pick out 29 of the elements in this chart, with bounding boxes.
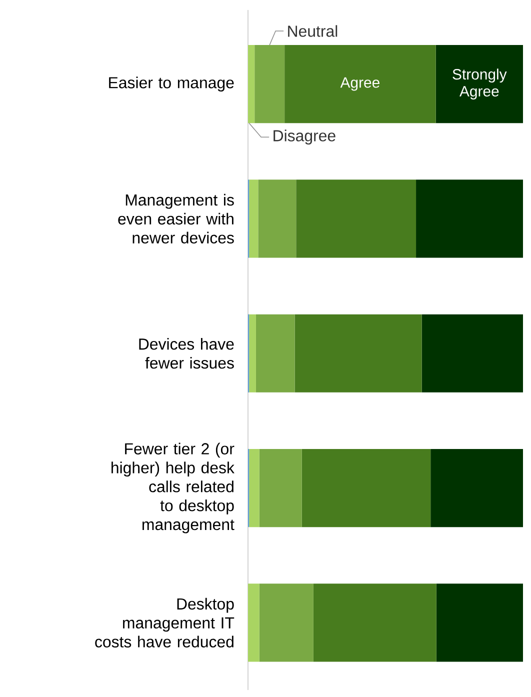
bar	[249, 314, 256, 392]
bar	[259, 584, 314, 662]
y-tick-label: Devices have fewer issues	[139, 338, 234, 369]
y-tick-label: Desktop management IT costs have reduced	[95, 598, 234, 648]
y-tick-label: Management is even easier with newer devices	[118, 194, 234, 244]
series-label: Disagree	[274, 130, 336, 145]
bar	[294, 314, 422, 392]
bar	[302, 448, 431, 528]
bar	[436, 45, 523, 124]
y-tick-label: Fewer tier 2 (or higher) help desk calls related to desktop management	[112, 442, 234, 534]
bar	[422, 314, 523, 392]
bar	[254, 45, 285, 124]
bar	[313, 584, 436, 662]
bar	[416, 180, 523, 258]
series-label: Agree	[340, 77, 380, 91]
series-label: Strongly Agree	[452, 68, 507, 100]
bar	[256, 314, 295, 392]
bar	[436, 584, 523, 662]
bar	[249, 180, 258, 258]
series-label: Neutral	[288, 25, 338, 37]
bar	[259, 448, 302, 528]
bar	[248, 584, 260, 662]
bar	[430, 448, 523, 528]
bar	[248, 45, 255, 124]
bar	[258, 180, 296, 258]
bar	[284, 45, 436, 124]
bar	[296, 180, 416, 258]
bar	[249, 448, 260, 528]
y-tick-label: Easier to manage	[109, 76, 234, 92]
